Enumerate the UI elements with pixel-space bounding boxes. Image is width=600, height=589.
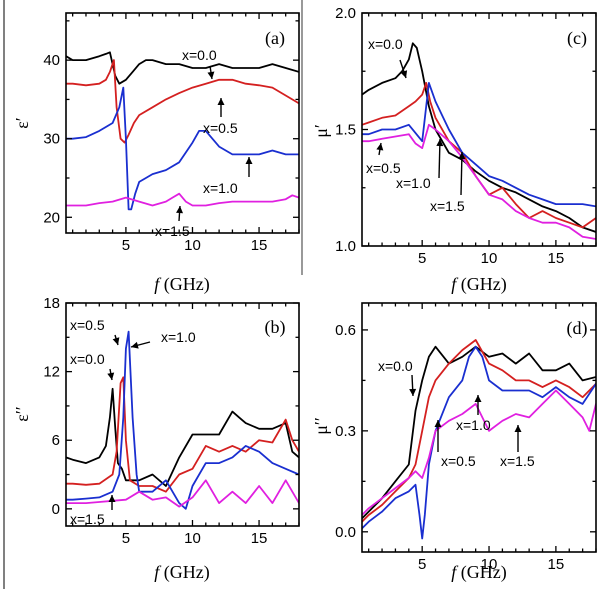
x-tick-label: 15 [548,250,565,267]
x-tick-label: 10 [184,530,201,547]
series-line-x-1-5 [66,479,299,508]
arrowhead [409,388,417,396]
series-line-x-0-0 [362,42,596,233]
annotation-label: x=0.5 [366,160,401,176]
x-tick-label: 15 [251,237,268,254]
arrowhead [458,152,466,160]
series-line-x-1-0 [66,86,299,211]
y-tick-label: 1.5 [335,122,356,139]
y-tick-label: 40 [43,52,60,69]
annotation-label: x=0.0 [182,47,217,63]
arrowhead [434,420,442,427]
series-line-x-0-5 [66,59,299,144]
annotation-label: x=1.5 [70,511,105,527]
series-line-x-1-0 [66,330,299,510]
panel-letter: (c) [567,28,587,49]
annotation-label: x=1.5 [500,453,535,469]
x-tick-label: 5 [122,237,130,254]
panel-letter: (b) [265,317,286,338]
arrowhead [108,495,116,502]
annotation-label: x=0.5 [70,317,105,333]
y-tick-label: 18 [43,295,60,312]
arrowhead [514,425,522,432]
arrowhead [436,139,444,147]
annotation-arrow [460,151,463,196]
annotation-label: x=1.0 [396,175,431,191]
x-tick-label: 10 [184,237,201,254]
annotation-label: x=1.0 [456,417,491,433]
y-tick-label: 2.0 [335,5,356,22]
y-tick-label: 30 [43,131,60,148]
annotation-label: x=0.0 [70,351,105,367]
series-line-x-1-0 [362,82,596,208]
annotation-label: x=1.5 [430,198,465,214]
plot-frame [361,302,597,553]
panel-letter: (d) [567,318,588,339]
y-tick-label: 6 [52,432,60,449]
annotation-label: x=0.0 [378,358,413,374]
x-tick-label: 10 [481,556,498,573]
arrowhead [176,206,184,214]
series-line-x-0-5 [362,82,596,229]
y-axis-title: ε′ [12,117,32,129]
x-axis-title: f (GHz) [154,562,210,583]
series-line-x-0-0 [66,51,299,85]
y-axis-title: μ′ [311,124,331,138]
series-line-x-0-0 [66,387,299,487]
arrowhead [376,143,384,151]
x-tick-label: 5 [418,250,426,267]
x-tick-label: 10 [481,250,498,267]
series-line-x-0-0 [362,345,596,520]
x-tick-label: 5 [122,530,130,547]
x-tick-label: 5 [418,556,426,573]
y-tick-label: 20 [43,209,60,226]
series-line-x-0-5 [362,339,596,523]
arrowhead [112,337,120,345]
arrowhead [131,341,139,349]
plot-frame [65,12,300,234]
arrowhead [107,372,115,380]
x-axis-title: f (GHz) [451,274,507,295]
series-line-x-1-0 [362,345,596,540]
arrowhead [400,70,408,78]
annotation-label: x=0.5 [203,120,238,136]
arrowhead [207,71,215,79]
x-tick-label: 15 [251,530,268,547]
panel-b: 5 10 15 0 6 12 18 f (GHz) ε′′ (b) x=0.5 x=0.0 x=1.0 x… [12,295,300,583]
series-line-x-0-5 [66,376,299,493]
panel-d: 5 10 15 0.0 0.3 0.6 f (GHz) μ′′ (d) x=0.0 x=1.0 x=0… [311,302,597,583]
panel-c: 5 10 151.01.52.0f (GHz)μ′(c)x=0.0x=0.5x=1.… [311,5,597,295]
y-axis-title: ε′′ [12,406,32,421]
panel-letter: (a) [265,28,285,49]
plot-frame [65,302,300,527]
series-line-x-1-5 [362,389,596,516]
arrowhead [474,395,482,402]
y-tick-label: 12 [43,364,60,381]
annotation-label: x=0.5 [441,453,476,469]
y-tick-label: 1.0 [335,238,356,255]
annotation-label: x=1.5 [155,223,190,239]
series-line-x-1-5 [66,192,299,207]
annotation-label: x=1.0 [161,329,196,345]
y-tick-label: 0.0 [335,524,356,541]
y-axis-title: μ′′ [311,417,331,435]
x-tick-label: 15 [548,556,565,573]
annotation-label: x=0.0 [368,36,403,52]
arrowhead [217,98,225,105]
y-tick-label: 0 [52,501,60,518]
x-axis-title: f (GHz) [154,274,210,295]
y-tick-label: 0.6 [335,322,356,339]
annotation-label: x=1.0 [203,180,238,196]
arrowhead [245,157,253,164]
y-tick-label: 0.3 [335,423,356,440]
x-axis-title: f (GHz) [451,562,507,583]
panel-a: 5 10 15 20 30 40 f (GHz) ε′ (a) x=0.0 x=0.5 x=1.0 x=… [12,12,300,295]
